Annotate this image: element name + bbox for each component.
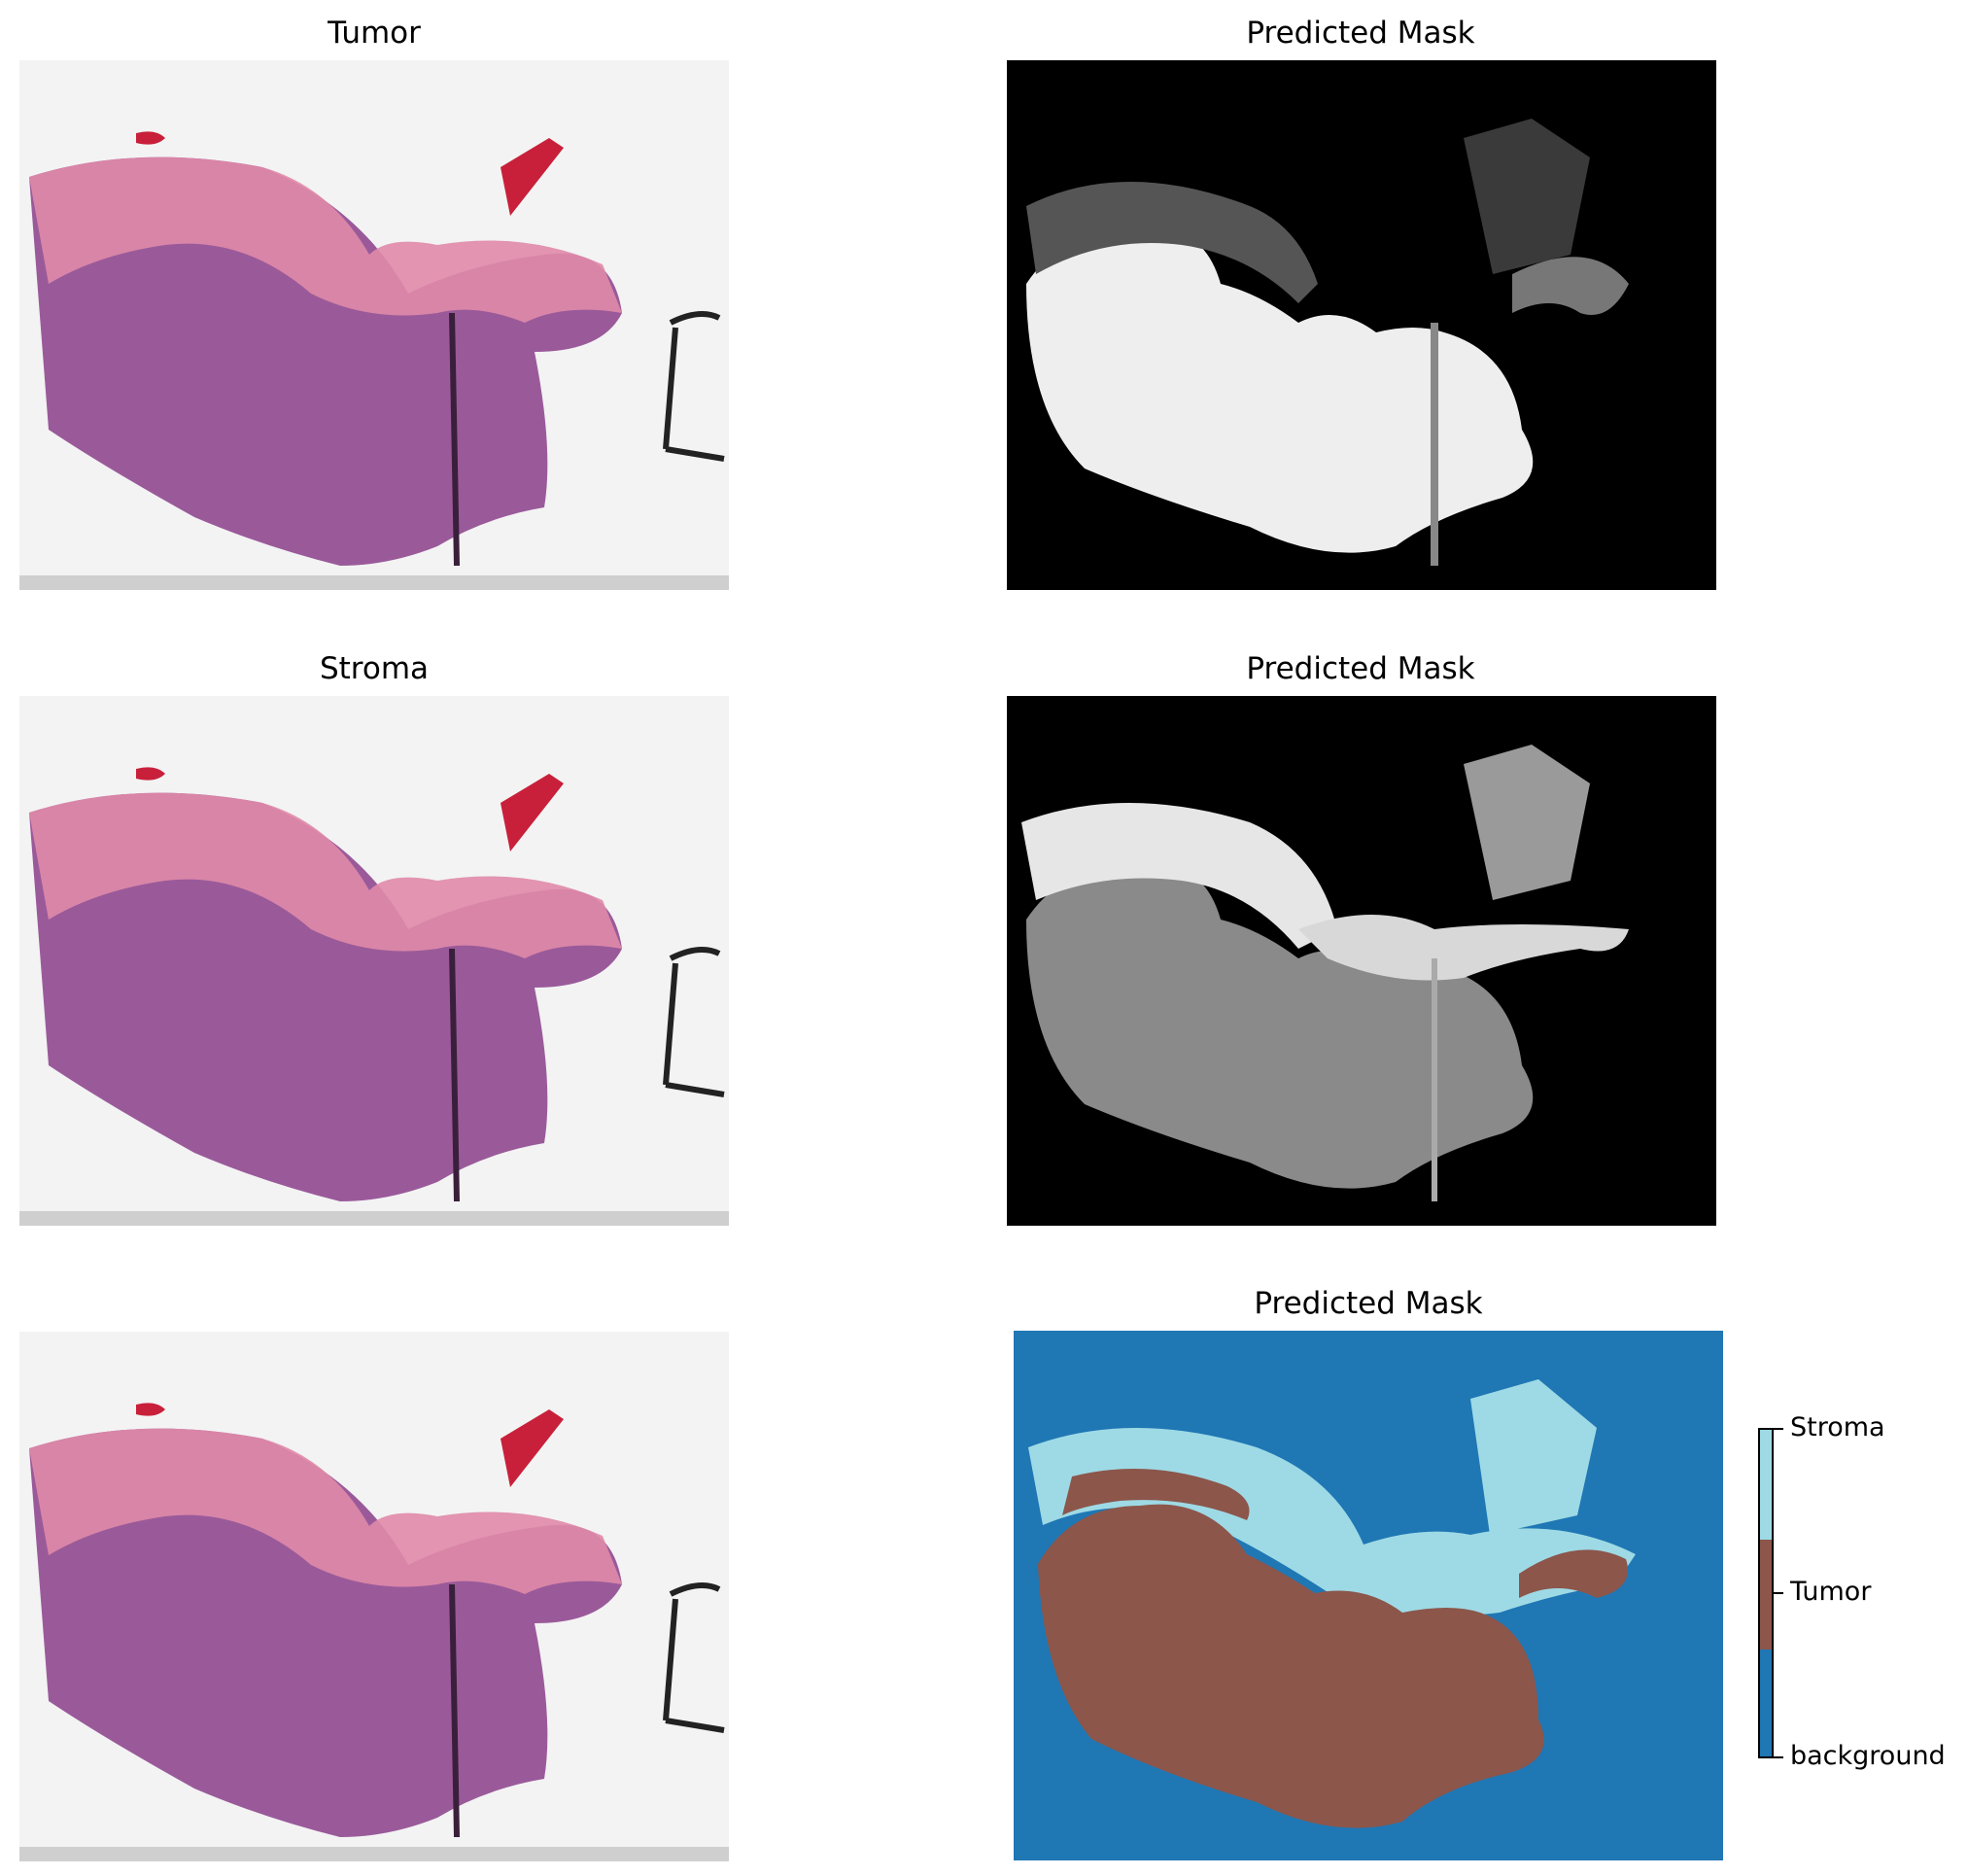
histology-slide-image [19,696,729,1226]
panel-title-predicted-mask-3: Predicted Mask [1254,1286,1483,1321]
colorbar-tick-stroma [1774,1428,1783,1430]
slide-svg [19,60,729,590]
panel-title-stroma: Stroma [319,651,430,686]
colorbar-label-stroma: Stroma [1790,1412,1885,1442]
slide-svg [19,1332,729,1861]
colorbar-label-background: background [1790,1741,1946,1771]
colorbar-tumor-segment [1760,1540,1772,1650]
panel-title-tumor: Tumor [328,16,421,51]
mask-svg [1007,60,1716,590]
grayscale-mask-image [1007,60,1716,590]
slide-svg [19,696,729,1226]
segmentation-svg [1014,1331,1723,1860]
colorbar-background-segment [1760,1650,1772,1756]
mask-svg [1007,696,1716,1226]
colorbar-label-tumor: Tumor [1790,1577,1872,1607]
segmentation-mask-image [1014,1331,1723,1860]
panel-title-predicted-mask-1: Predicted Mask [1246,16,1475,51]
grayscale-mask-image [1007,696,1716,1226]
colorbar-tick-background [1774,1756,1783,1758]
histology-slide-image [19,1332,729,1861]
colorbar [1758,1428,1774,1758]
histology-slide-image [19,60,729,590]
colorbar-tick-tumor [1774,1592,1783,1594]
panel-title-predicted-mask-2: Predicted Mask [1246,651,1475,686]
colorbar-stroma-segment [1760,1430,1772,1540]
